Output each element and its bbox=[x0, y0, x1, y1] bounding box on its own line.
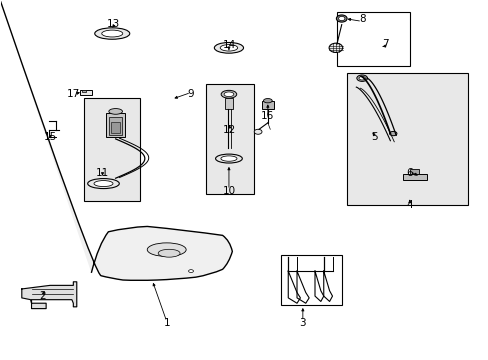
Ellipse shape bbox=[221, 156, 237, 161]
Ellipse shape bbox=[214, 42, 243, 53]
Ellipse shape bbox=[336, 15, 346, 22]
Ellipse shape bbox=[87, 179, 119, 189]
Ellipse shape bbox=[254, 129, 262, 134]
Text: 10: 10 bbox=[222, 186, 235, 197]
Bar bbox=[84, 98, 140, 202]
Text: 7: 7 bbox=[382, 39, 388, 49]
Ellipse shape bbox=[358, 76, 365, 80]
Ellipse shape bbox=[224, 92, 233, 96]
PathPatch shape bbox=[91, 226, 232, 280]
Bar bbox=[224, 98, 232, 109]
Ellipse shape bbox=[328, 43, 342, 53]
Text: 14: 14 bbox=[222, 40, 235, 50]
Text: 2: 2 bbox=[40, 291, 46, 301]
Ellipse shape bbox=[188, 270, 193, 273]
Bar bbox=[205, 84, 254, 194]
Text: 13: 13 bbox=[106, 18, 120, 28]
Text: 6: 6 bbox=[406, 168, 412, 178]
Bar bbox=[106, 113, 125, 137]
Bar bbox=[346, 73, 467, 205]
Text: 1: 1 bbox=[163, 318, 170, 328]
Bar bbox=[336, 12, 409, 66]
Bar bbox=[109, 117, 122, 135]
Ellipse shape bbox=[220, 45, 237, 51]
Bar bbox=[402, 174, 426, 180]
Text: 17: 17 bbox=[66, 89, 80, 99]
Text: 11: 11 bbox=[96, 168, 109, 178]
Text: 9: 9 bbox=[187, 89, 194, 99]
Bar bbox=[409, 169, 418, 174]
Bar bbox=[262, 102, 273, 109]
Ellipse shape bbox=[221, 90, 236, 98]
Text: 3: 3 bbox=[299, 318, 305, 328]
Ellipse shape bbox=[147, 243, 186, 256]
Text: 15: 15 bbox=[43, 132, 57, 142]
Ellipse shape bbox=[215, 154, 242, 163]
Bar bbox=[80, 90, 92, 95]
Ellipse shape bbox=[94, 181, 113, 186]
Ellipse shape bbox=[356, 75, 367, 81]
Ellipse shape bbox=[158, 249, 180, 257]
Ellipse shape bbox=[95, 28, 129, 39]
Bar bbox=[111, 122, 119, 133]
Text: 8: 8 bbox=[358, 14, 365, 24]
Ellipse shape bbox=[338, 17, 344, 21]
Text: 12: 12 bbox=[223, 125, 236, 135]
Text: 4: 4 bbox=[406, 200, 412, 210]
Text: 5: 5 bbox=[371, 132, 377, 142]
Bar bbox=[281, 255, 341, 305]
Ellipse shape bbox=[389, 131, 396, 136]
Ellipse shape bbox=[263, 99, 272, 103]
Bar bbox=[81, 90, 86, 93]
Ellipse shape bbox=[102, 30, 122, 37]
Ellipse shape bbox=[109, 109, 122, 114]
Polygon shape bbox=[22, 282, 77, 309]
Text: 16: 16 bbox=[261, 111, 274, 121]
